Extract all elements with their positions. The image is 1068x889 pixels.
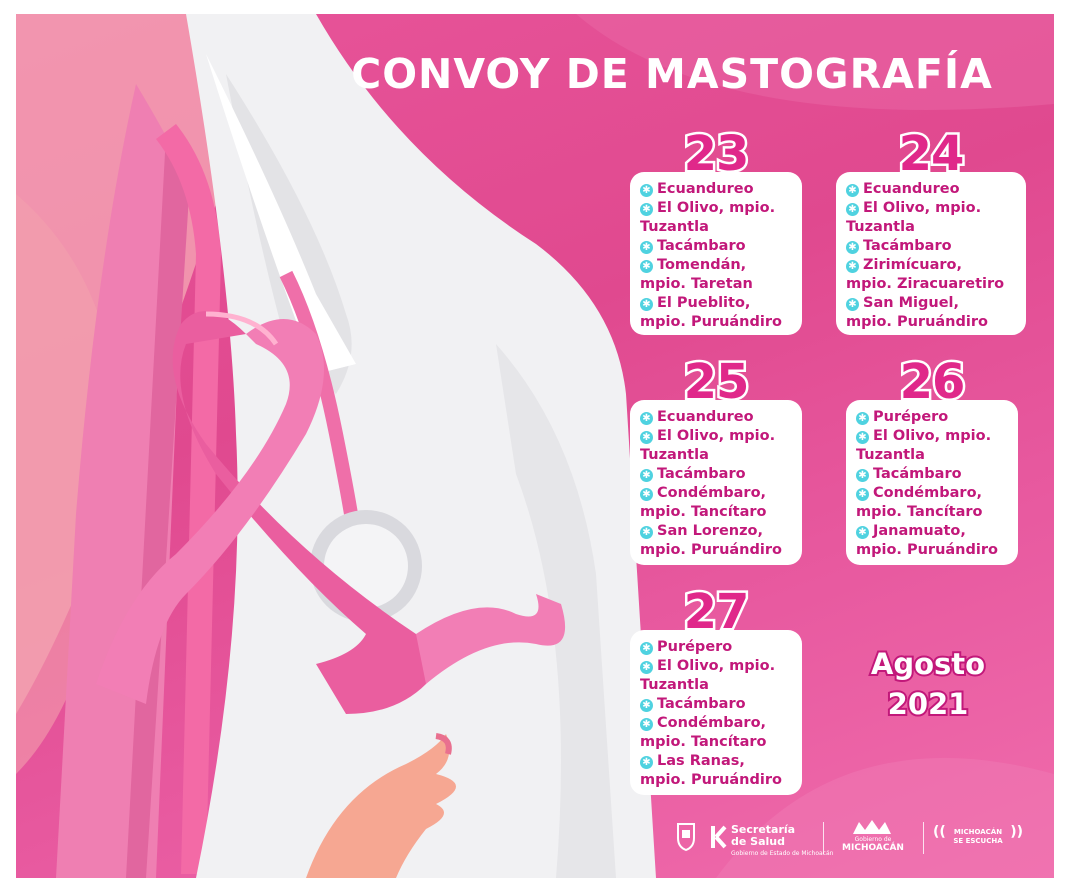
asterisk-bullet-icon: ✱: [846, 298, 859, 311]
asterisk-bullet-icon: ✱: [846, 184, 859, 197]
location-item: ✱ Condémbaro, mpio. Tancítaro: [640, 485, 767, 520]
year-label: 2021: [886, 685, 971, 723]
day-card: ✱ Ecuandureo ✱ El Olivo, mpio. Tuzantla ✱ T…: [836, 172, 1026, 335]
footer-divider: [823, 822, 824, 854]
location-item: ✱ Tacámbaro: [640, 695, 794, 714]
location-item: ✱ Ecuandureo: [640, 408, 794, 427]
footer-divider: [923, 822, 924, 854]
day-block-26: 26 ✱ Purépero ✱ El Olivo, mpio. Tuzantla ✱…: [846, 352, 1018, 566]
asterisk-bullet-icon: ✱: [856, 526, 869, 539]
location-item: ✱ San Miguel, mpio. Puruándiro: [846, 295, 988, 330]
asterisk-bullet-icon: ✱: [640, 526, 653, 539]
asterisk-bullet-icon: ✱: [846, 203, 859, 216]
asterisk-bullet-icon: ✱: [856, 431, 869, 444]
location-item: ✱ Las Ranas, mpio. Puruándiro: [640, 753, 782, 788]
asterisk-bullet-icon: ✱: [846, 260, 859, 273]
secretaria-sub: Gobierno de Estado de Michoacán: [731, 850, 834, 857]
secretaria-salud-logo-icon: [711, 825, 727, 849]
state-seal-logo: [677, 823, 695, 852]
asterisk-bullet-icon: ✱: [640, 412, 653, 425]
day-number: 27: [681, 582, 752, 643]
michoacan-crown-logo-icon: [853, 820, 891, 834]
asterisk-bullet-icon: ✱: [640, 718, 653, 731]
day-card: ✱ Purépero ✱ El Olivo, mpio. Tuzantla ✱ Tac…: [630, 630, 802, 795]
month-label: Agosto: [869, 645, 987, 683]
footer-logos: Secretaría de Salud Gobierno de Estado d…: [671, 814, 1041, 864]
location-item: ✱ Ecuandureo: [846, 180, 1018, 199]
location-item: ✱ El Olivo, mpio. Tuzantla: [640, 428, 776, 463]
location-item: ✱ Tacámbaro: [846, 237, 1018, 256]
day-number: 23: [681, 124, 752, 185]
location-item: ✱ Purépero: [856, 408, 1010, 427]
location-item: ✱ Condémbaro, mpio. Tancítaro: [640, 715, 767, 750]
doctor-ribbon-illustration: [16, 14, 1054, 878]
day-block-27: 27 ✱ Purépero ✱ El Olivo, mpio. Tuzantla ✱…: [630, 582, 802, 796]
asterisk-bullet-icon: ✱: [640, 642, 653, 655]
day-card: ✱ Ecuandureo ✱ El Olivo, mpio. Tuzantla ✱ T…: [630, 172, 802, 335]
asterisk-bullet-icon: ✱: [640, 699, 653, 712]
asterisk-bullet-icon: ✱: [640, 203, 653, 216]
location-item: ✱ Ecuandureo: [640, 180, 794, 199]
asterisk-bullet-icon: ✱: [846, 241, 859, 254]
secretaria-text: Secretaría de Salud Gobierno de Estado d…: [731, 824, 833, 860]
escucha-line2: SE ESCUCHA: [953, 837, 1003, 845]
asterisk-bullet-icon: ✱: [640, 756, 653, 769]
location-item: ✱ Tomendán, mpio. Taretan: [640, 257, 753, 292]
asterisk-bullet-icon: ✱: [640, 241, 653, 254]
gobierno-text: Gobierno de MICHOACÁN: [833, 836, 913, 853]
day-block-25: 25 ✱ Ecuandureo ✱ El Olivo, mpio. Tuzantla…: [630, 352, 802, 566]
asterisk-bullet-icon: ✱: [640, 431, 653, 444]
day-card: ✱ Purépero ✱ El Olivo, mpio. Tuzantla ✱ Tac…: [846, 400, 1018, 565]
sound-waves-right-icon: )): [1010, 824, 1023, 840]
day-block-23: 23 ✱ Ecuandureo ✱ El Olivo, mpio. Tuzantla…: [630, 124, 802, 336]
location-item: ✱ Zirimícuaro, mpio. Ziracuaretiro: [846, 257, 1005, 292]
location-item: ✱ Tacámbaro: [640, 237, 794, 256]
day-block-24: 24 ✱ Ecuandureo ✱ El Olivo, mpio. Tuzantla…: [836, 124, 1026, 336]
sound-waves-left-icon: ((: [933, 824, 946, 840]
day-number: 26: [897, 352, 968, 413]
day-card: ✱ Ecuandureo ✱ El Olivo, mpio. Tuzantla ✱ T…: [630, 400, 802, 565]
asterisk-bullet-icon: ✱: [640, 488, 653, 501]
asterisk-bullet-icon: ✱: [856, 469, 869, 482]
day-number: 25: [681, 352, 752, 413]
location-item: ✱ El Olivo, mpio. Tuzantla: [640, 200, 776, 235]
location-item: ✱ Tacámbaro: [640, 465, 794, 484]
month-year-label: Agosto 2021: [848, 644, 1008, 724]
location-item: ✱ Condémbaro, mpio. Tancítaro: [856, 485, 983, 520]
secretaria-line1: Secretaría: [731, 823, 796, 836]
poster: CONVOY DE MASTOGRAFÍA 23 ✱ Ecuandureo ✱ El…: [16, 14, 1054, 878]
gobierno-small: Gobierno de: [854, 836, 892, 843]
asterisk-bullet-icon: ✱: [640, 184, 653, 197]
asterisk-bullet-icon: ✱: [856, 412, 869, 425]
location-item: ✱ San Lorenzo, mpio. Puruándiro: [640, 523, 782, 558]
poster-title: CONVOY DE MASTOGRAFÍA: [351, 50, 993, 98]
location-item: ✱ Purépero: [640, 638, 794, 657]
location-item: ✱ Janamuato, mpio. Puruándiro: [856, 523, 998, 558]
day-number: 24: [896, 124, 967, 185]
gobierno-name: MICHOACÁN: [842, 843, 904, 853]
location-item: ✱ El Pueblito, mpio. Puruándiro: [640, 295, 782, 330]
secretaria-line2: de Salud: [731, 835, 785, 848]
location-item: ✱ El Olivo, mpio. Tuzantla: [640, 658, 776, 693]
location-item: ✱ El Olivo, mpio. Tuzantla: [856, 428, 992, 463]
asterisk-bullet-icon: ✱: [640, 661, 653, 674]
location-item: ✱ El Olivo, mpio. Tuzantla: [846, 200, 982, 235]
location-item: ✱ Tacámbaro: [856, 465, 1010, 484]
asterisk-bullet-icon: ✱: [640, 469, 653, 482]
se-escucha-logo: (( )) MICHOACÁN SE ESCUCHA: [933, 824, 1023, 846]
asterisk-bullet-icon: ✱: [856, 488, 869, 501]
asterisk-bullet-icon: ✱: [640, 298, 653, 311]
escucha-line1: MICHOACÁN: [953, 828, 1003, 836]
asterisk-bullet-icon: ✱: [640, 260, 653, 273]
